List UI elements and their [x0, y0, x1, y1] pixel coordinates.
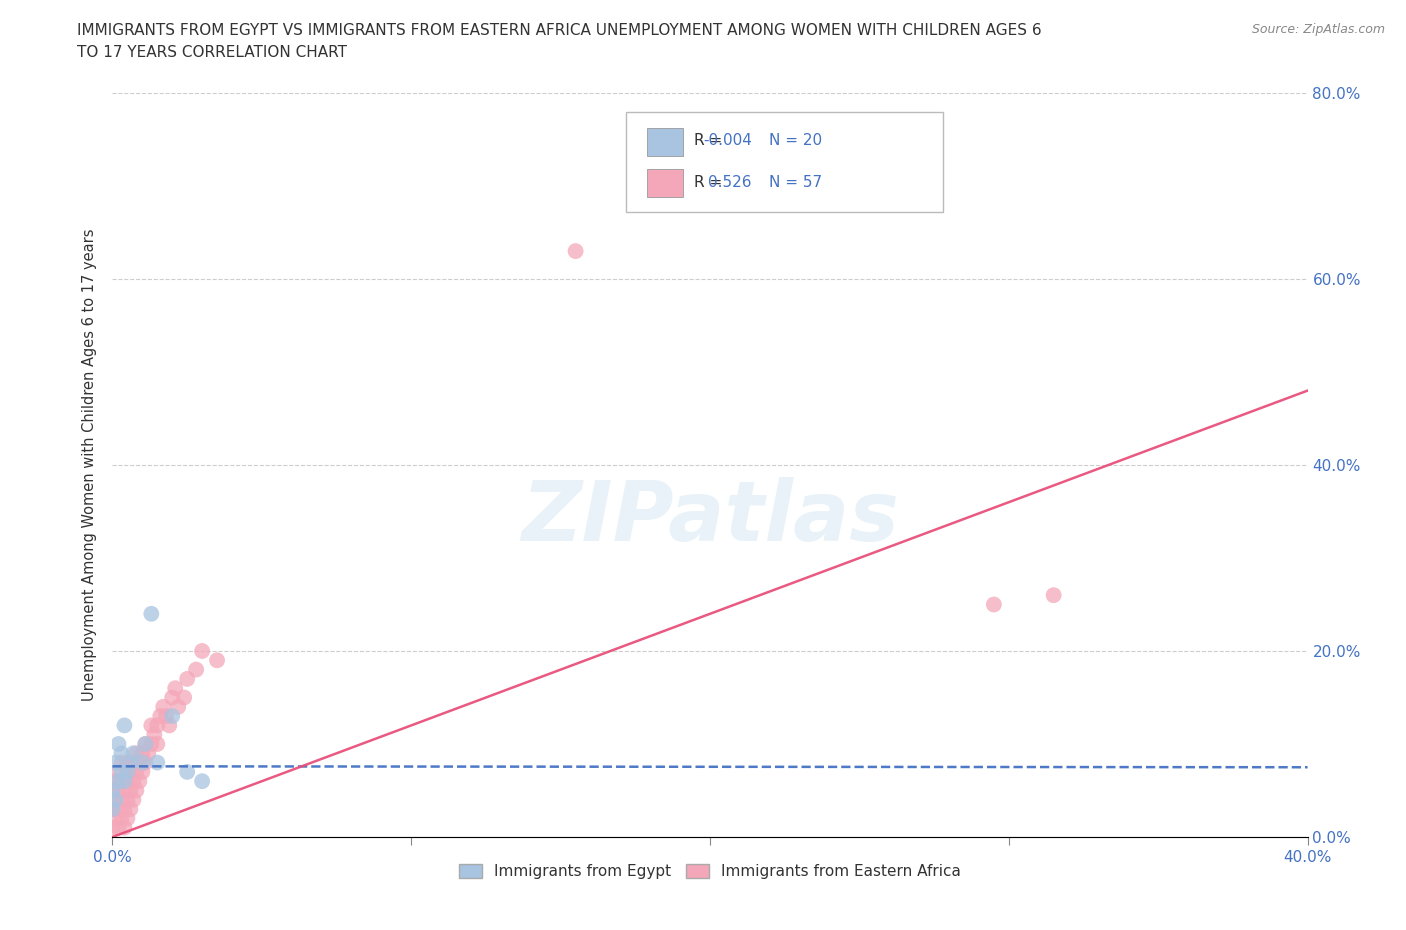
Point — [191, 774, 214, 789]
Point — [120, 802, 142, 817]
Point — [149, 709, 172, 724]
Point — [146, 718, 169, 733]
Point — [114, 718, 135, 733]
Text: ZIPatlas: ZIPatlas — [522, 476, 898, 558]
Point — [107, 774, 129, 789]
Point — [101, 783, 124, 798]
Point — [110, 764, 132, 779]
Point — [122, 792, 145, 807]
Point — [138, 746, 160, 761]
Point — [107, 820, 129, 835]
Text: N = 20: N = 20 — [769, 133, 821, 148]
Point — [101, 802, 124, 817]
Point — [107, 764, 129, 779]
Point — [125, 746, 148, 761]
Point — [101, 820, 124, 835]
Text: Source: ZipAtlas.com: Source: ZipAtlas.com — [1251, 23, 1385, 36]
Point — [117, 764, 139, 779]
Point — [114, 783, 135, 798]
Point — [117, 792, 139, 807]
Point — [141, 737, 163, 751]
Point — [205, 653, 228, 668]
Point — [104, 792, 127, 807]
Point — [128, 755, 150, 770]
Point — [101, 802, 124, 817]
Point — [101, 783, 124, 798]
Point — [131, 746, 153, 761]
Point — [173, 690, 195, 705]
Text: -0.004: -0.004 — [703, 133, 752, 148]
Point — [114, 820, 135, 835]
Text: N = 57: N = 57 — [769, 175, 821, 190]
Point — [125, 764, 148, 779]
Point — [131, 755, 153, 770]
Bar — [647, 169, 682, 197]
Point — [141, 718, 163, 733]
Point — [120, 755, 142, 770]
Point — [134, 737, 156, 751]
Point — [122, 746, 145, 761]
Point — [104, 811, 127, 826]
Point — [134, 755, 156, 770]
Point — [120, 764, 142, 779]
Point — [107, 783, 129, 798]
Point — [104, 774, 127, 789]
Point — [146, 737, 169, 751]
Point — [110, 774, 132, 789]
Point — [125, 783, 148, 798]
Text: R =: R = — [695, 175, 723, 190]
Point — [117, 774, 139, 789]
Point — [162, 709, 183, 724]
Point — [176, 764, 198, 779]
Point — [114, 774, 135, 789]
Point — [146, 755, 169, 770]
Text: TO 17 YEARS CORRELATION CHART: TO 17 YEARS CORRELATION CHART — [77, 45, 347, 60]
Point — [114, 802, 135, 817]
Text: 0.526: 0.526 — [709, 175, 752, 190]
Point — [110, 746, 132, 761]
Legend: Immigrants from Egypt, Immigrants from Eastern Africa: Immigrants from Egypt, Immigrants from E… — [453, 857, 967, 885]
Point — [110, 792, 132, 807]
Point — [134, 737, 156, 751]
Point — [117, 811, 139, 826]
Point — [128, 774, 150, 789]
Point — [104, 792, 127, 807]
Point — [143, 727, 166, 742]
Point — [165, 681, 187, 696]
Y-axis label: Unemployment Among Women with Children Ages 6 to 17 years: Unemployment Among Women with Children A… — [82, 229, 97, 701]
Point — [131, 764, 153, 779]
Point — [110, 811, 132, 826]
Point — [141, 606, 163, 621]
Point — [110, 755, 132, 770]
Point — [152, 699, 174, 714]
Point — [983, 597, 1005, 612]
Point — [104, 755, 127, 770]
Point — [1042, 588, 1064, 603]
Point — [564, 244, 586, 259]
FancyBboxPatch shape — [627, 112, 943, 212]
Text: R =: R = — [695, 133, 723, 148]
Point — [186, 662, 208, 677]
Point — [120, 783, 142, 798]
Bar — [647, 128, 682, 156]
Point — [122, 755, 145, 770]
Text: IMMIGRANTS FROM EGYPT VS IMMIGRANTS FROM EASTERN AFRICA UNEMPLOYMENT AMONG WOMEN: IMMIGRANTS FROM EGYPT VS IMMIGRANTS FROM… — [77, 23, 1042, 38]
Point — [155, 709, 177, 724]
Point — [117, 755, 139, 770]
Point — [176, 671, 198, 686]
Point — [107, 737, 129, 751]
Point — [162, 690, 183, 705]
Point — [122, 774, 145, 789]
Point — [107, 802, 129, 817]
Point — [157, 718, 180, 733]
Point — [167, 699, 190, 714]
Point — [191, 644, 214, 658]
